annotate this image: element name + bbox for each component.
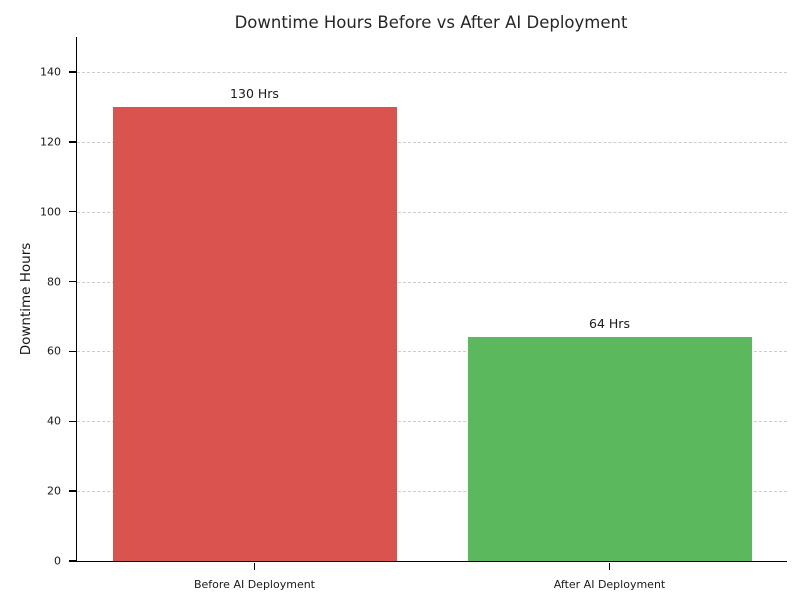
xtick-mark — [608, 563, 611, 570]
bar-value-label: 130 Hrs — [230, 85, 279, 101]
ytick-mark — [69, 141, 76, 143]
ytick-label: 80 — [47, 275, 61, 289]
ytick-label: 120 — [40, 135, 61, 149]
gridline-y-80 — [77, 281, 787, 283]
ytick-label: 140 — [40, 65, 61, 79]
gridline-y-40 — [77, 421, 787, 423]
gridline-y-100 — [77, 211, 787, 213]
gridline-y-140 — [77, 71, 787, 73]
ytick-mark — [69, 280, 76, 283]
ytick-mark — [69, 71, 76, 73]
gridline-y-20 — [77, 491, 787, 493]
ytick-label: 60 — [47, 344, 61, 358]
ytick-label: 100 — [40, 205, 61, 219]
bar-value-label: 64 Hrs — [589, 316, 630, 332]
ytick-mark — [69, 210, 76, 213]
bar-before — [112, 106, 397, 561]
plot-area: 130 Hrs 64 Hrs 0 20 40 60 80 100 120 140 Before … — [40, 37, 787, 591]
xtick-label-after: After AI Deployment — [553, 578, 666, 591]
ytick-mark — [69, 420, 76, 423]
y-axis-label: Downtime Hours — [18, 242, 34, 356]
ytick-mark — [69, 490, 76, 492]
ytick-label: 40 — [47, 414, 61, 428]
ytick-label: 0 — [54, 554, 61, 568]
gridline-y-60 — [77, 351, 787, 353]
xtick-label-before: Before AI Deployment — [193, 578, 315, 591]
chart-title: Downtime Hours Before vs After AI Deploy… — [234, 13, 628, 32]
bar-after — [467, 337, 752, 561]
gridline-y-120 — [77, 141, 787, 143]
ytick-label: 20 — [47, 484, 61, 498]
xtick-mark — [253, 563, 256, 570]
ytick-mark — [69, 350, 76, 353]
ytick-mark — [69, 560, 76, 562]
